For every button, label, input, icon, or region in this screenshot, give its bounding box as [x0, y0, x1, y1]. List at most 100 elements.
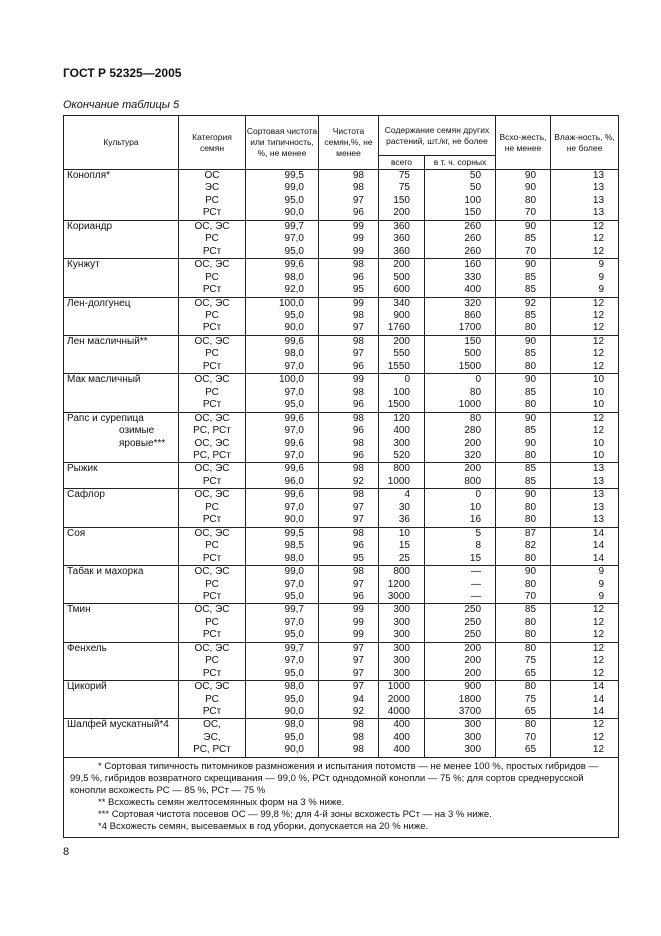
table-cell: РС — [178, 655, 246, 668]
page-number: 8 — [63, 846, 70, 858]
table-cell: 85 — [495, 271, 552, 285]
table-cell: 95,0 — [245, 731, 319, 745]
table-row: РСт 95,0 96 3000—70 9 — [64, 590, 620, 604]
crop-cell: Сафлор — [63, 488, 179, 528]
table-cell: 200 — [378, 207, 425, 221]
table-cell: 13 — [550, 501, 620, 515]
table-cell: РС — [178, 616, 246, 630]
table-cell: 300 — [378, 603, 425, 617]
table-cell: 75 — [495, 655, 552, 668]
table-cell: 50 — [423, 182, 497, 195]
table-cell: 98 — [318, 731, 379, 745]
table-cell: 80 — [423, 411, 497, 426]
table-row: РСт 95,0 96 1500 1000 80 10 — [64, 399, 620, 413]
table-cell: 250 — [423, 603, 497, 617]
table-cell: 92 — [495, 296, 552, 310]
crop-cell: Мак масличный — [63, 373, 179, 413]
table-cell: 12 — [550, 411, 620, 426]
table-cell: 80 — [495, 399, 552, 413]
table-cell: 80 — [495, 360, 552, 374]
table-cell: 0 — [423, 373, 497, 387]
table-cell: 10 — [378, 526, 425, 541]
table-cell: 90 — [495, 411, 552, 426]
table-cell: 1000 — [378, 680, 425, 694]
table-cell: РСт — [178, 629, 246, 643]
table-cell: — — [423, 578, 497, 591]
table-cell: 200 — [423, 667, 497, 681]
table-cell: 85 — [495, 284, 552, 298]
table-cell: 150 — [378, 194, 425, 208]
table-row: Лен-долгунец ОС, ЭС 100,0 99 340 320 92 12 — [63, 296, 620, 336]
table-cell: 280 — [423, 425, 497, 438]
table-cell: РСт — [178, 322, 246, 336]
table-cell: 99,6 — [245, 334, 319, 349]
table-cell: 200 — [423, 655, 497, 668]
table-cell: 9 — [550, 578, 620, 591]
table-cell: 98,0 — [245, 680, 319, 694]
table-cell: 80 — [495, 194, 552, 208]
table-cell: 15 — [423, 552, 497, 566]
crop-cell: Шалфей мускатный*4 — [63, 718, 179, 758]
table-cell: 12 — [550, 718, 620, 732]
table-cell: ОС — [178, 169, 246, 183]
table-row: Цикорий ОС, ЭС 98,0 97 1000 900 80 14 — [63, 680, 620, 719]
table-row: Шалфей мускатный*4 ОС, 98,0 98 400 300 80 12 — [63, 718, 620, 758]
table-cell: 98 — [318, 462, 379, 476]
table-cell: РС — [178, 540, 246, 553]
table-row: РС, РСт 97,0 96 520 320 80 10 — [64, 449, 620, 463]
table-cell: 90 — [495, 373, 552, 387]
table-cell: 12 — [550, 603, 620, 617]
header-cell: Содержание семян других растений, шт./кг… — [377, 115, 497, 156]
table-cell: 13 — [550, 194, 620, 208]
crop-name: Мак масличный — [67, 374, 141, 386]
table-cell: 300 — [378, 629, 425, 643]
table-cell: 13 — [550, 475, 620, 489]
table-cell: ОС, ЭС — [178, 603, 246, 617]
table-row: РС 97,0 99 300 250 80 12 — [64, 616, 620, 630]
table-cell: 9 — [550, 258, 620, 272]
table-cell: 98 — [318, 565, 379, 579]
table-cell: 99,0 — [245, 182, 319, 195]
table-cell: 97 — [318, 194, 379, 208]
header-cell: Всхо-жесть, не менее — [495, 115, 552, 170]
table-cell: 1000 — [423, 399, 497, 413]
table-cell: 10 — [550, 437, 620, 450]
table-cell: 95,0 — [245, 693, 319, 707]
table-cell: 12 — [550, 655, 620, 668]
table-cell: 9 — [550, 284, 620, 298]
table-row: ЭС, 95,0 98 400 300 70 12 — [64, 731, 620, 745]
table-cell: РСт — [178, 590, 246, 604]
table-cell: 97,0 — [245, 386, 319, 400]
table-row: РС 98,0 97 550 500 85 12 — [64, 348, 620, 361]
table-cell: 300 — [423, 744, 497, 758]
table-cell: 85 — [495, 475, 552, 489]
notes-row: * Сортовая типичность питомников размнож… — [62, 756, 620, 838]
crop-name: Рапс и сурепица — [67, 412, 144, 424]
table-cell: 9 — [550, 590, 620, 604]
crop-name: Соя — [67, 527, 86, 539]
table-cell: ОС, ЭС — [178, 334, 246, 349]
table-cell: 12 — [550, 360, 620, 374]
table-cell: 80 — [495, 718, 552, 732]
table-cell: 98,0 — [245, 552, 319, 566]
table-cell: 12 — [550, 425, 620, 438]
table-cell: 14 — [550, 693, 620, 707]
table-cell: 2000 — [378, 693, 425, 707]
table-row: РС 97,0 98 100 80 85 10 — [64, 386, 620, 400]
table-cell: 3700 — [423, 706, 497, 719]
table-cell: 12 — [550, 219, 620, 234]
table-cell: 14 — [550, 540, 620, 553]
table-cell: 85 — [495, 462, 552, 476]
table-cell: 90,0 — [245, 744, 319, 758]
table-cell: 90,0 — [245, 706, 319, 719]
table-cell: 70 — [495, 245, 552, 259]
table-cell: 360 — [378, 245, 425, 259]
table-cell: 80 — [495, 501, 552, 515]
table-cell: 800 — [378, 565, 425, 579]
table-cell: 1760 — [378, 322, 425, 336]
table-cell: 97 — [318, 655, 379, 668]
table-row: РС 98,5 96 15 8 82 14 — [64, 540, 620, 553]
table-cell: 98,5 — [245, 540, 319, 553]
table-row: РС 95,0 97 150 100 80 13 — [64, 194, 620, 208]
table-cell: 99,5 — [245, 169, 319, 183]
